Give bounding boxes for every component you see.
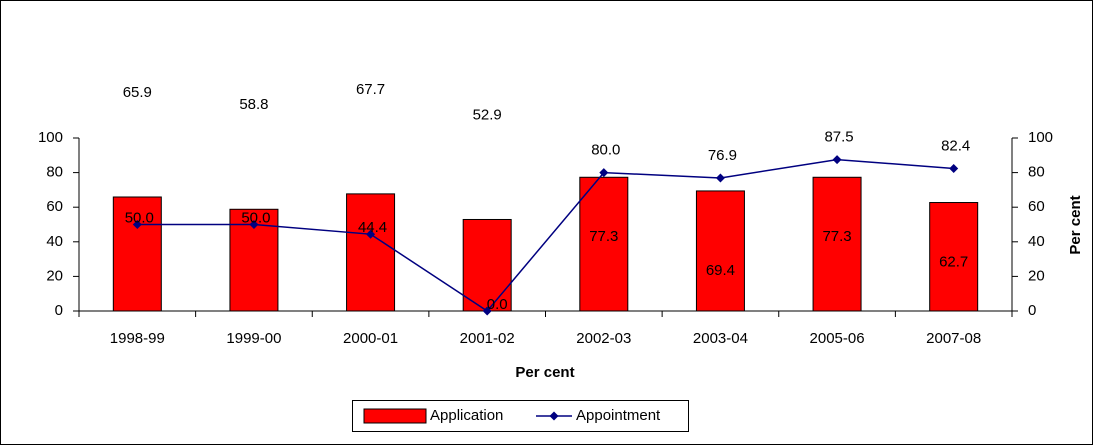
bar-value-label: 62.7 xyxy=(939,253,968,270)
marker xyxy=(249,220,259,229)
bar-value-label: 77.3 xyxy=(589,228,618,245)
x-tick-label: 2002-03 xyxy=(576,330,631,347)
y-tick-label: 0 xyxy=(55,302,63,319)
y2-tick-label: 100 xyxy=(1028,129,1053,146)
x-tick-label: 1999-00 xyxy=(226,330,281,347)
marker xyxy=(715,173,725,183)
legend-swatch xyxy=(363,408,427,424)
y-tick-label: 40 xyxy=(46,233,63,250)
line-value-label: 0.0 xyxy=(487,296,508,313)
bar-value-label: 69.4 xyxy=(706,262,735,279)
y2-tick-label: 20 xyxy=(1028,267,1045,284)
bar xyxy=(812,176,862,312)
y2-axis-title: Per cent xyxy=(1067,195,1084,254)
legend-label: Application xyxy=(430,407,503,424)
bar-value-label: 52.9 xyxy=(473,106,502,123)
marker xyxy=(832,155,842,165)
x-tick-label: 2001-02 xyxy=(460,330,515,347)
y2-tick-label: 0 xyxy=(1028,302,1036,319)
bar xyxy=(112,196,162,312)
bar xyxy=(579,176,629,312)
x-tick-label: 2000-01 xyxy=(343,330,398,347)
bar xyxy=(929,202,979,312)
marker xyxy=(482,306,492,316)
y2-tick-label: 60 xyxy=(1028,198,1045,215)
bar-value-label: 67.7 xyxy=(356,81,385,98)
line-value-label: 50.0 xyxy=(125,209,154,226)
y-tick-label: 100 xyxy=(38,129,63,146)
y-tick-label: 60 xyxy=(46,198,63,215)
marker xyxy=(366,229,376,239)
line-value-label: 50.0 xyxy=(241,209,270,226)
marker xyxy=(132,220,142,229)
y-tick-label: 80 xyxy=(46,164,63,181)
bar-value-label: 77.3 xyxy=(822,228,851,245)
bar-value-label: 65.9 xyxy=(123,84,152,101)
bar xyxy=(346,193,396,312)
y2-tick-label: 80 xyxy=(1028,164,1045,181)
legend-label: Appointment xyxy=(576,407,661,424)
bar xyxy=(462,218,512,312)
line-value-label: 87.5 xyxy=(824,129,853,146)
x-tick-label: 2005-06 xyxy=(810,330,865,347)
bar-value-label: 58.8 xyxy=(239,96,268,113)
marker xyxy=(599,168,609,178)
x-tick-label: 1998-99 xyxy=(110,330,165,347)
marker xyxy=(949,163,959,173)
bar xyxy=(695,190,745,312)
y-tick-label: 20 xyxy=(46,267,63,284)
x-tick-label: 2007-08 xyxy=(926,330,981,347)
line-value-label: 80.0 xyxy=(591,142,620,159)
x-tick-label: 2003-04 xyxy=(693,330,748,347)
line-value-label: 44.4 xyxy=(358,219,387,236)
line xyxy=(137,158,954,312)
legend-marker xyxy=(549,411,559,421)
line-value-label: 82.4 xyxy=(941,137,970,154)
x-axis-title: Per cent xyxy=(515,364,574,381)
line-value-label: 76.9 xyxy=(708,147,737,164)
y2-tick-label: 40 xyxy=(1028,233,1045,250)
